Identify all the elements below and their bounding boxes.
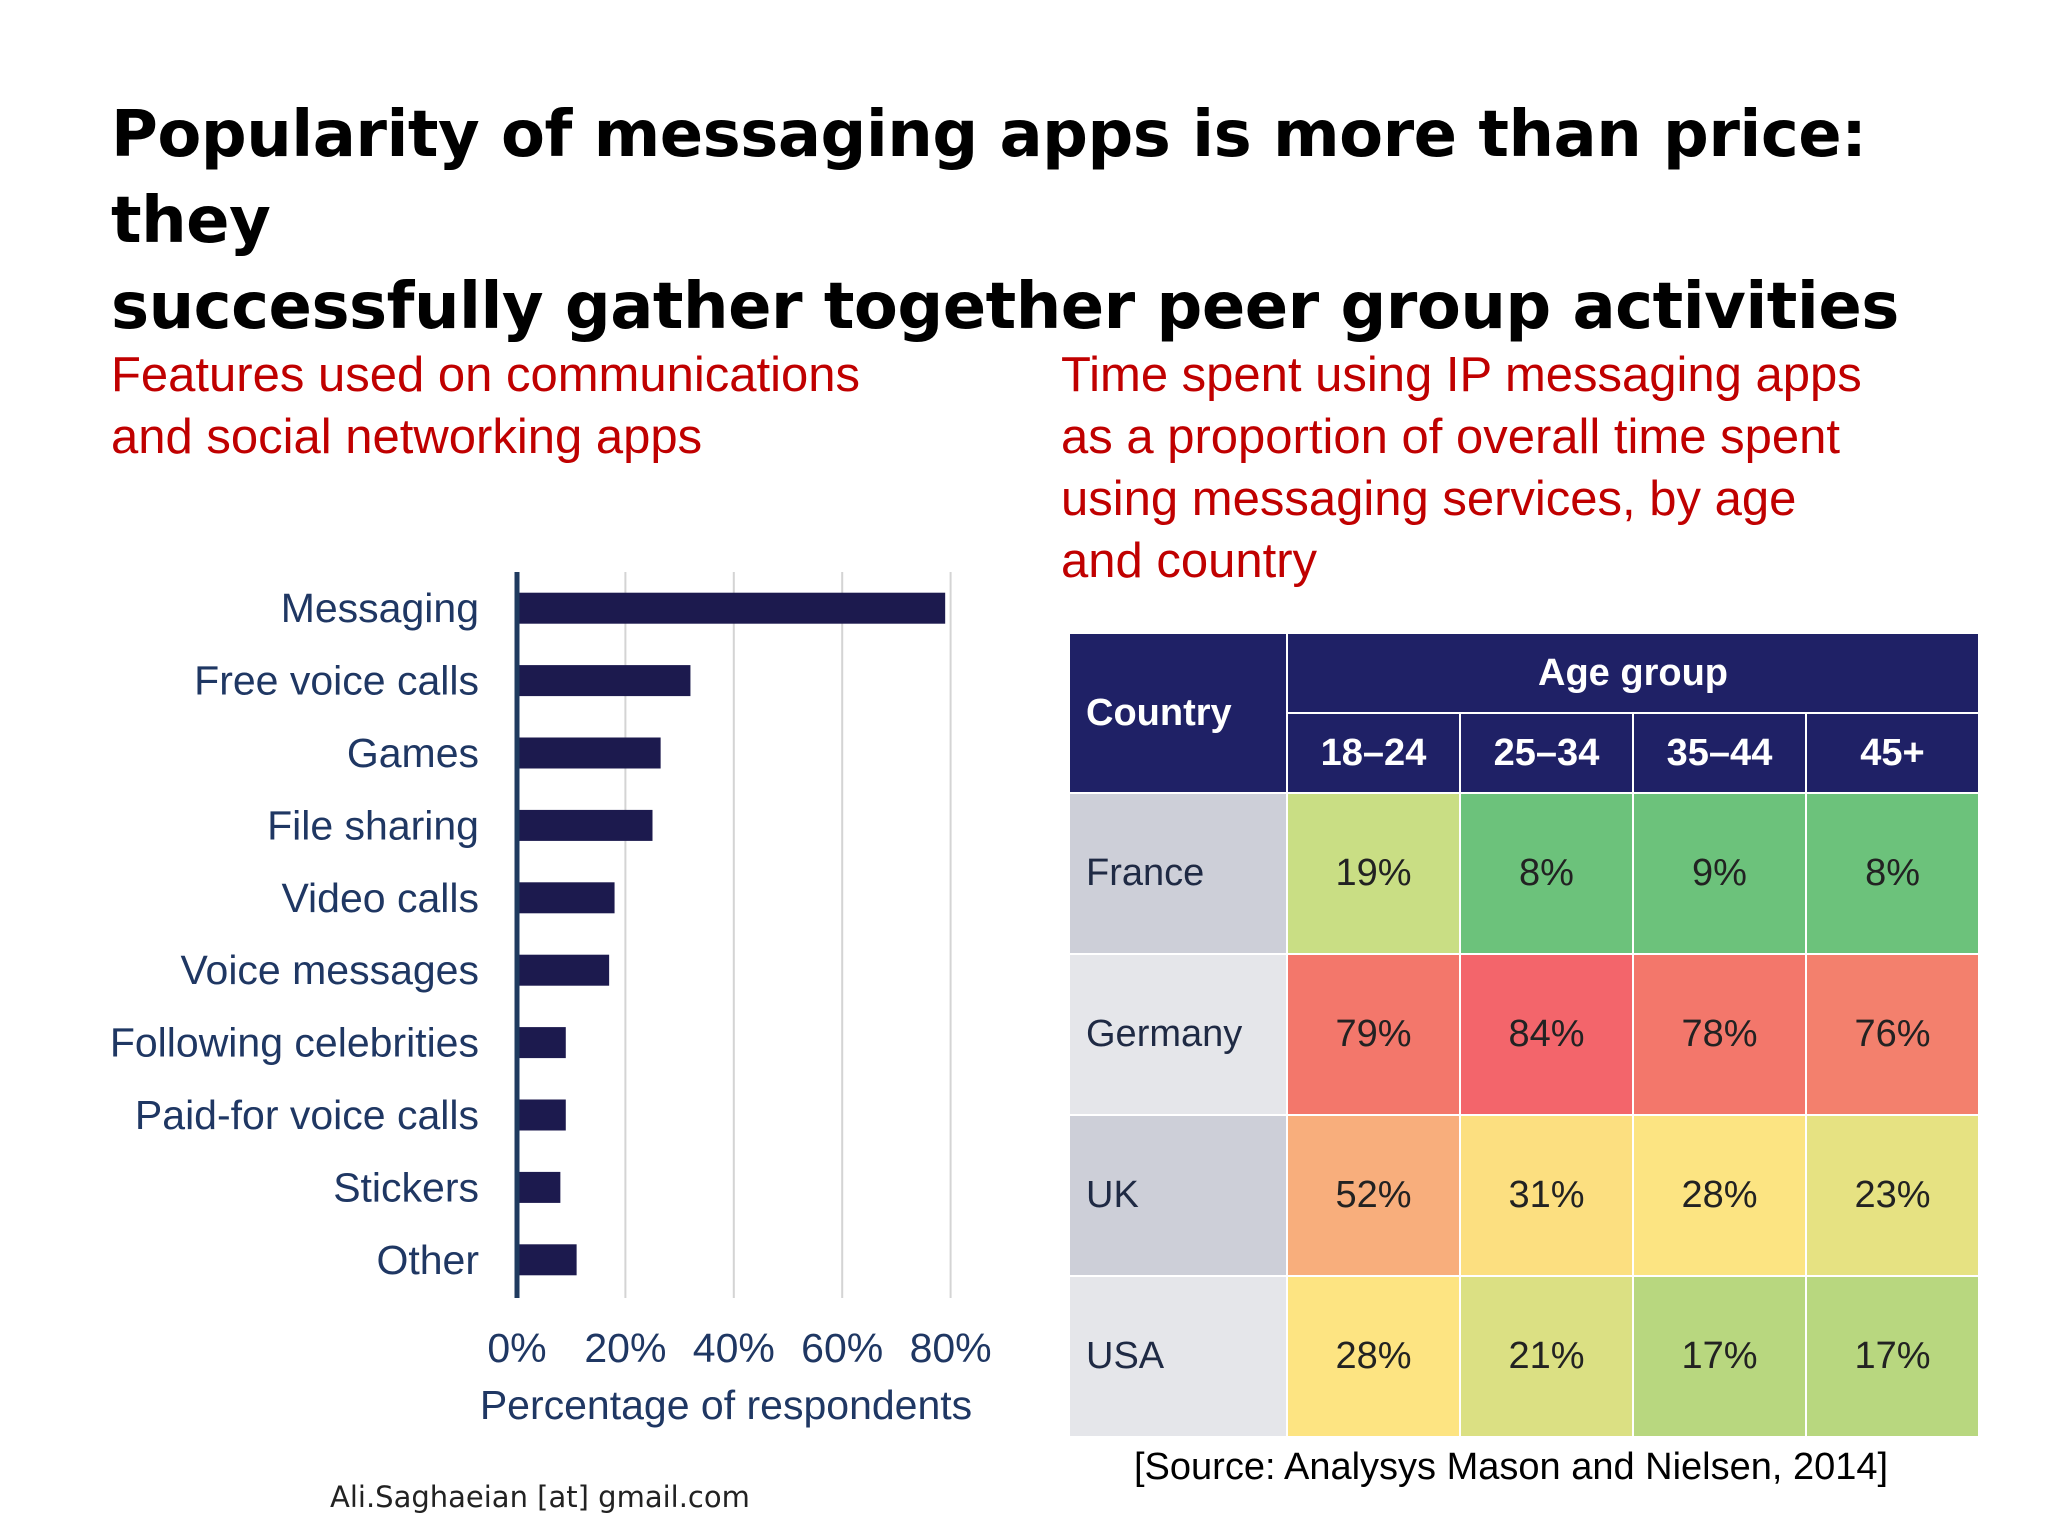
percent-cell: 78% (1632, 953, 1807, 1116)
slide-title-line-1: Popularity of messaging apps is more tha… (111, 98, 1867, 258)
table-subtitle-line-2: as a proportion of overall time spent (1061, 410, 1840, 464)
age-column-header: 35–44 (1632, 712, 1807, 794)
slide-title: Popularity of messaging apps is more tha… (111, 92, 1991, 350)
country-cell: France (1068, 792, 1288, 955)
table-subtitle-line-1: Time spent using IP messaging apps (1061, 348, 1862, 402)
category-label: Video calls (281, 875, 479, 921)
table-row: UK 52% 31% 28% 23% (1068, 1114, 1981, 1277)
age-column-header: 25–34 (1459, 712, 1634, 794)
category-label: Other (376, 1237, 479, 1283)
author-credit: Ali.Saghaeian [at] gmail.com (330, 1480, 750, 1514)
age-columns-row: 18–24 25–34 35–44 45+ (1069, 712, 1981, 794)
bar (517, 737, 661, 769)
bar (517, 1244, 577, 1276)
table-subtitle-line-4: and country (1061, 534, 1318, 588)
table-header-row: Country Age group (1068, 632, 1981, 794)
bar (517, 954, 610, 986)
category-label: Games (347, 730, 479, 776)
percent-cell: 17% (1632, 1275, 1807, 1438)
bar (517, 1099, 566, 1131)
percent-cell: 8% (1459, 792, 1634, 955)
percent-cell: 79% (1286, 953, 1461, 1116)
category-label: Free voice calls (194, 658, 479, 704)
percent-cell: 19% (1286, 792, 1461, 955)
percent-cell: 8% (1804, 792, 1981, 955)
x-tick-label: 40% (693, 1325, 775, 1371)
bar (517, 809, 653, 841)
table-subtitle-line-3: using messaging services, by age (1061, 472, 1797, 526)
table-row: USA 28% 21% 17% 17% (1068, 1275, 1981, 1438)
bar-chart-subtitle: Features used on communications and soci… (111, 344, 971, 468)
percent-cell: 9% (1632, 792, 1807, 955)
bar (517, 665, 691, 697)
bar-chart-subtitle-line-2: and social networking apps (111, 410, 703, 464)
time-spent-heat-table: Country Age group 18–24 25–34 35–44 45+ Fra… (1068, 632, 1981, 1438)
age-column-header: 45+ (1804, 712, 1981, 794)
category-label: Messaging (281, 585, 479, 631)
category-label: Voice messages (180, 947, 479, 993)
x-axis-title: Percentage of respondents (480, 1382, 972, 1428)
percent-cell: 76% (1804, 953, 1981, 1116)
x-tick-label: 0% (487, 1325, 546, 1371)
percent-cell: 31% (1459, 1114, 1634, 1277)
country-cell: UK (1068, 1114, 1288, 1277)
bar (517, 1027, 566, 1059)
slide-title-line-2: successfully gather together peer group … (111, 270, 1899, 344)
bar (517, 1171, 561, 1203)
percent-cell: 28% (1286, 1275, 1461, 1438)
table-row: France 19% 8% 9% 8% (1068, 792, 1981, 955)
category-label: Stickers (333, 1164, 479, 1210)
country-cell: Germany (1068, 953, 1288, 1116)
bar (517, 592, 946, 624)
source-note: [Source: Analysys Mason and Nielsen, 201… (1134, 1446, 1889, 1488)
category-label: Paid-for voice calls (135, 1092, 479, 1138)
category-label: Following celebrities (110, 1020, 479, 1066)
percent-cell: 52% (1286, 1114, 1461, 1277)
features-bar-chart: Messaging Free voice calls Games File shari… (110, 572, 992, 1428)
bar-chart-subtitle-line-1: Features used on communications (111, 348, 860, 402)
percent-cell: 84% (1459, 953, 1634, 1116)
age-column-header: 18–24 (1286, 712, 1461, 794)
bar (517, 882, 615, 914)
x-tick-label: 20% (584, 1325, 666, 1371)
country-header: Country (1068, 632, 1288, 794)
percent-cell: 23% (1804, 1114, 1981, 1277)
category-label: File sharing (267, 802, 479, 848)
table-body: France 19% 8% 9% 8% Germany 79% 84% 78% 76% UK 52% 3… (1068, 792, 1981, 1438)
x-tick-label: 60% (801, 1325, 883, 1371)
percent-cell: 17% (1804, 1275, 1981, 1438)
x-tick-label: 80% (910, 1325, 992, 1371)
percent-cell: 28% (1632, 1114, 1807, 1277)
percent-cell: 21% (1459, 1275, 1634, 1438)
table-subtitle: Time spent using IP messaging apps as a … (1061, 344, 1941, 592)
table-row: Germany 79% 84% 78% 76% (1068, 953, 1981, 1116)
age-group-header: Age group (1285, 632, 1981, 714)
country-cell: USA (1068, 1275, 1288, 1438)
